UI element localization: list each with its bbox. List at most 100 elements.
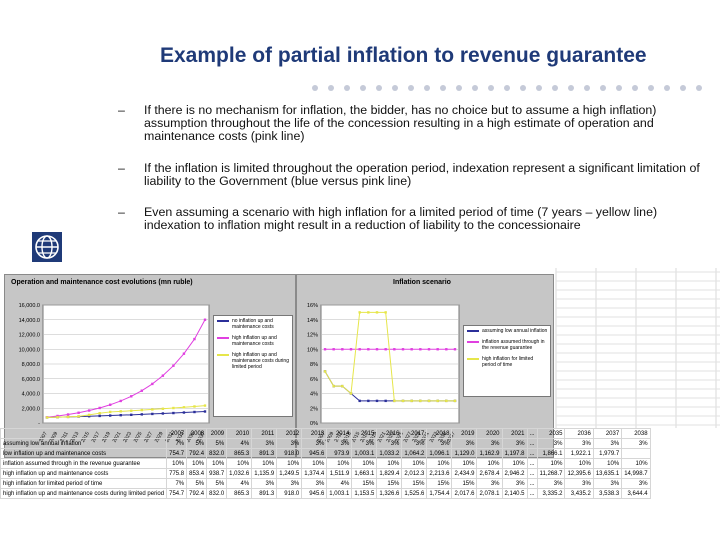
divider-dot — [344, 85, 350, 91]
table-cell: 5% — [186, 438, 208, 449]
table-cell: 754.7 — [166, 448, 188, 459]
legend-label: high inflation up and maintenance costs … — [232, 352, 289, 370]
table-cell: 891.3 — [251, 488, 278, 499]
data-point — [445, 348, 448, 351]
table-cell: 3% — [536, 478, 566, 489]
table-cell: 3% — [376, 438, 403, 449]
divider-dot — [408, 85, 414, 91]
data-point — [332, 384, 335, 388]
row-label-cell: high inflation up and maintenance costs … — [0, 488, 168, 499]
table-cell: 7% — [166, 478, 188, 489]
data-point — [367, 348, 370, 351]
data-point — [341, 384, 344, 388]
data-point — [332, 348, 335, 351]
table-cell: 5% — [206, 438, 228, 449]
table-cell: 1,003.1 — [326, 488, 353, 499]
table-cell: 2,213.6 — [426, 468, 453, 479]
table-cell: 10% — [276, 458, 303, 469]
data-point — [161, 407, 165, 410]
table-cell: 3,538.3 — [592, 488, 623, 499]
data-point — [193, 337, 196, 341]
divider-dot — [312, 85, 318, 91]
table-cell: 3% — [476, 478, 503, 489]
table-cell: 1,525.6 — [401, 488, 428, 499]
spreadsheet-gridlines — [555, 268, 720, 428]
table-cell: 832.0 — [206, 448, 228, 459]
table-row: high inflation up and maintenance costs … — [0, 488, 651, 499]
title-dot-divider — [312, 78, 714, 91]
data-point — [130, 413, 133, 417]
table-cell: 3% — [451, 438, 478, 449]
year-header-cell: 2014 — [326, 428, 353, 439]
data-point — [182, 411, 186, 414]
data-point — [151, 412, 154, 416]
y-tick-label: 16,000.0 — [19, 303, 40, 309]
table-cell: 1,326.6 — [376, 488, 403, 499]
table-cell: 3% — [536, 438, 566, 449]
table-cell: 1,096.1 — [426, 448, 453, 459]
data-point — [130, 409, 133, 412]
row-label-cell: inflation assumed through in the revenue… — [0, 458, 168, 469]
year-header-cell: 2020 — [476, 428, 503, 439]
bullet-dash: – — [118, 103, 125, 117]
y-tick-label: 6,000.0 — [22, 377, 40, 383]
table-cell: 973.9 — [326, 448, 353, 459]
bullet-text: Even assuming a scenario with high infla… — [144, 205, 658, 233]
y-tick-label: 10,000.0 — [19, 347, 40, 353]
bullet-item: – If there is no mechanism for inflation… — [118, 103, 708, 144]
table-cell: 918.0 — [276, 448, 303, 459]
divider-dot — [440, 85, 446, 91]
table-cell: 1,754.4 — [426, 488, 453, 499]
table-cell: 10% — [501, 458, 528, 469]
data-point — [393, 348, 396, 351]
data-point — [172, 364, 175, 367]
data-point — [367, 311, 370, 314]
table-cell: 2,140.5 — [501, 488, 528, 499]
table-cell: 10% — [251, 458, 278, 469]
table-cell: 3% — [301, 438, 328, 449]
divider-dot — [360, 85, 366, 91]
divider-dot — [680, 85, 686, 91]
table-cell: 4% — [326, 478, 353, 489]
divider-dot — [632, 85, 638, 91]
inflation-chart-title: Inflation scenario — [393, 279, 451, 286]
table-cell: 1,866.1 — [536, 448, 566, 459]
legend-swatch — [217, 354, 229, 356]
table-cell: 5% — [186, 478, 208, 489]
table-cell: 3% — [251, 438, 278, 449]
divider-dot — [536, 85, 542, 91]
y-tick-label: 10% — [307, 347, 318, 353]
table-cell: 10% — [451, 458, 478, 469]
table-row: inflation assumed through in the revenue… — [0, 458, 651, 469]
table-cell: 891.3 — [251, 448, 278, 459]
table-cell: 10% — [401, 458, 428, 469]
row-label-cell: assuming low annual inflation — [0, 438, 168, 449]
data-point — [98, 414, 101, 418]
table-cell: 832.0 — [206, 488, 228, 499]
y-tick-label: 12% — [307, 333, 318, 339]
year-header-cell: 2021 — [501, 428, 528, 439]
legend-entry: inflation assumed through in the revenue… — [466, 339, 548, 351]
y-tick-label: 16% — [307, 303, 318, 309]
data-point — [401, 348, 405, 351]
data-point — [453, 348, 457, 351]
inflation-chart-panel: Inflation scenario 16% 14% 12% 10% 8% 6% 4% 2% 0… — [296, 274, 554, 458]
slide-title: Example of partial inflation to revenue … — [160, 44, 647, 67]
table-cell: 2,012.3 — [401, 468, 428, 479]
data-point — [427, 399, 431, 403]
legend-swatch — [217, 320, 229, 322]
table-cell: ... — [526, 468, 538, 479]
table-cell: 1,374.4 — [301, 468, 328, 479]
data-point — [66, 415, 70, 419]
year-header-cell: ... — [526, 428, 538, 439]
divider-dot — [424, 85, 430, 91]
table-cell: 2,017.6 — [451, 488, 478, 499]
table-cell: 1,032.6 — [226, 468, 253, 479]
data-point — [77, 411, 80, 414]
table-cell: 15% — [376, 478, 403, 489]
data-point — [98, 406, 101, 410]
year-header-cell: 2035 — [536, 428, 566, 439]
table-cell: 3% — [592, 438, 623, 449]
table-cell: 945.6 — [301, 448, 328, 459]
data-point — [427, 348, 431, 351]
